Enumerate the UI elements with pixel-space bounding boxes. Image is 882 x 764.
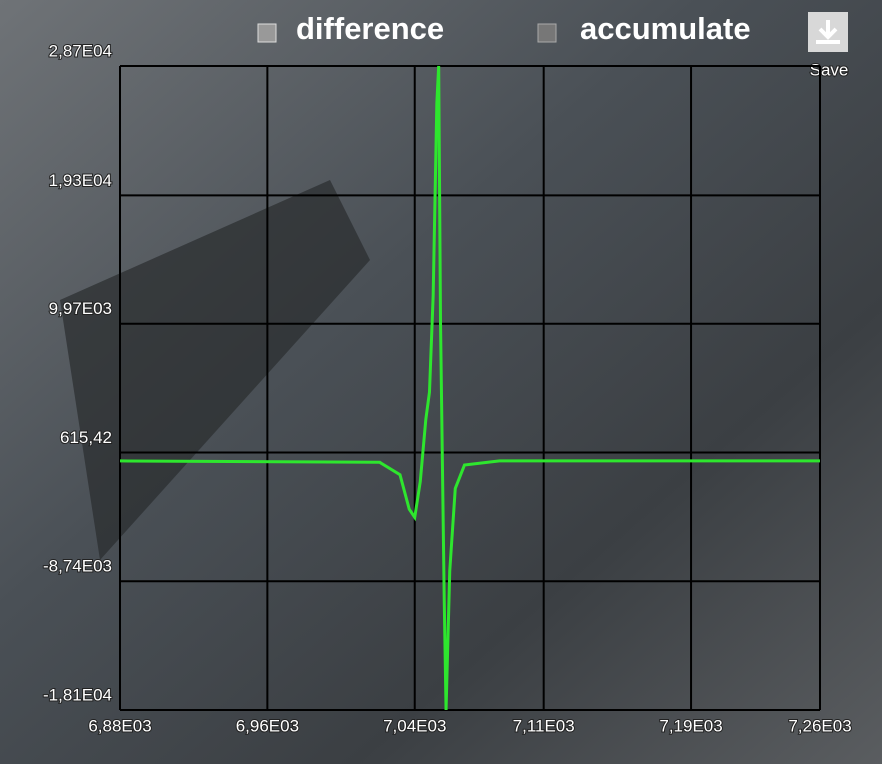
toggle-label: difference <box>296 11 444 46</box>
checkbox[interactable] <box>258 24 276 42</box>
x-tick-label: 6,88E03 <box>88 716 151 735</box>
x-tick-label: 7,19E03 <box>659 716 722 735</box>
y-tick-label: 9,97E03 <box>49 299 112 318</box>
x-tick-label: 7,11E03 <box>513 716 575 735</box>
x-tick-label: 7,04E03 <box>383 716 446 735</box>
y-tick-label: 1,93E04 <box>49 171 112 190</box>
x-tick-label: 7,26E03 <box>788 716 851 735</box>
save-button[interactable]: Save <box>808 12 848 79</box>
checkbox[interactable] <box>538 24 556 42</box>
save-label: Save <box>810 60 849 79</box>
page: difference accumulate Save 2,87E04 1,93E0… <box>0 0 882 764</box>
y-tick-label: -8,74E03 <box>43 557 112 576</box>
x-tick-label: 6,96E03 <box>236 716 299 735</box>
chart: difference accumulate Save 2,87E04 1,93E0… <box>0 0 882 764</box>
y-tick-label: 2,87E04 <box>49 41 112 60</box>
toggle-label: accumulate <box>580 11 751 46</box>
y-tick-label: -1,81E04 <box>43 685 112 704</box>
y-tick-label: 615,42 <box>60 428 112 447</box>
